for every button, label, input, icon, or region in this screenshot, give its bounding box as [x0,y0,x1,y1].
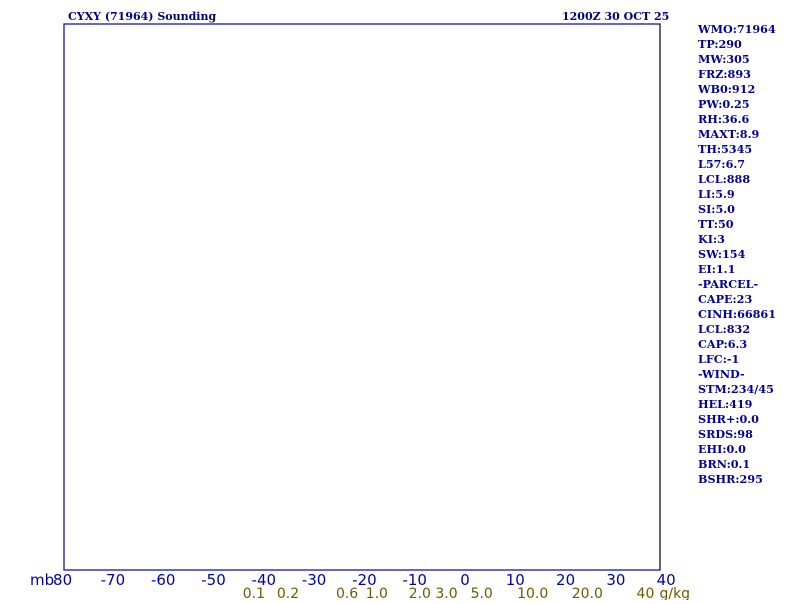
temperature-tick-label: -20 [352,571,377,589]
temperature-tick-label: 0 [460,571,470,589]
temperature-tick-label: -50 [201,571,226,589]
temperature-tick-label: 30 [606,571,625,589]
index-line: SRDS:98 [698,427,753,441]
mixing-ratio-label: 40 [637,586,655,600]
index-line: CAP:6.3 [698,337,748,351]
index-line: LFC:-1 [698,352,740,366]
index-line: SW:154 [698,247,746,261]
index-line: TT:50 [698,217,734,231]
index-line: EI:1.1 [698,262,736,276]
index-line: -WIND- [698,367,745,381]
axis-label-layer: 15300 m13310 m11470 m10030 m8850 m7853 m… [30,571,690,602]
temperature-tick-label: -40 [252,571,277,589]
temperature-tick-label: 10 [506,571,525,589]
plot-area [64,24,660,570]
temperature-tick-label: 80 [53,571,72,589]
index-line: MAXT:8.9 [698,127,760,141]
index-line: LI:5.9 [698,187,735,201]
index-line: BSHR:295 [698,472,763,486]
index-line: WMO:71964 [698,22,776,36]
index-line: L57:6.7 [698,157,746,171]
index-line: SI:5.0 [698,202,735,216]
index-line: STM:234/45 [698,382,774,396]
index-line: -PARCEL- [698,277,759,291]
wind-barb-layer [659,24,661,570]
sounding-time: 1200Z 30 OCT 25 [562,10,669,23]
temperature-tick-label: -30 [302,571,327,589]
index-line: WB0:912 [698,82,756,96]
mixing-ratio-label: 10.0 [517,586,548,600]
index-line: SHR+:0.0 [698,412,759,426]
index-line: TH:5345 [698,142,753,156]
mixing-ratio-label: 0.1 [243,586,265,600]
mixing-ratio-label: 3.0 [435,586,457,600]
sounding-indices-panel: WMO:71964 TP:290 MW:305 FRZ:893 WB0:912 PW:0.… [698,22,798,487]
index-line: LCL:888 [698,172,751,186]
index-line: EHI:0.0 [698,442,746,456]
station-title: CYXY (71964) Sounding [68,10,216,23]
index-line: MW:305 [698,52,750,66]
temperature-tick-label: -60 [151,571,176,589]
mixing-ratio-label: 20.0 [572,586,603,600]
mixing-ratio-label: 1.0 [366,586,388,600]
index-line: TP:290 [698,37,742,51]
mixing-ratio-label: 2.0 [409,586,431,600]
index-line: HEL:419 [698,397,753,411]
mixing-ratio-label: 5.0 [471,586,493,600]
index-line: CINH:66861 [698,307,776,321]
temperature-tick-label: -10 [402,571,427,589]
plot-background [63,23,661,571]
index-line: CAPE:23 [698,292,753,306]
index-line: LCL:832 [698,322,751,336]
index-line: RH:36.6 [698,112,750,126]
pressure-unit-label: mb [30,571,54,589]
index-line: BRN:0.1 [698,457,751,471]
temperature-tick-label: 20 [556,571,575,589]
temperature-tick-label: -70 [101,571,126,589]
index-line: KI:3 [698,232,725,246]
temperature-tick-label: 40 [657,571,676,589]
mixing-ratio-label: 0.2 [277,586,299,600]
index-line: FRZ:893 [698,67,751,81]
mixing-ratio-label: 0.6 [336,586,358,600]
mixing-ratio-unit: g/kg [659,586,690,600]
index-line: PW:0.25 [698,97,750,111]
